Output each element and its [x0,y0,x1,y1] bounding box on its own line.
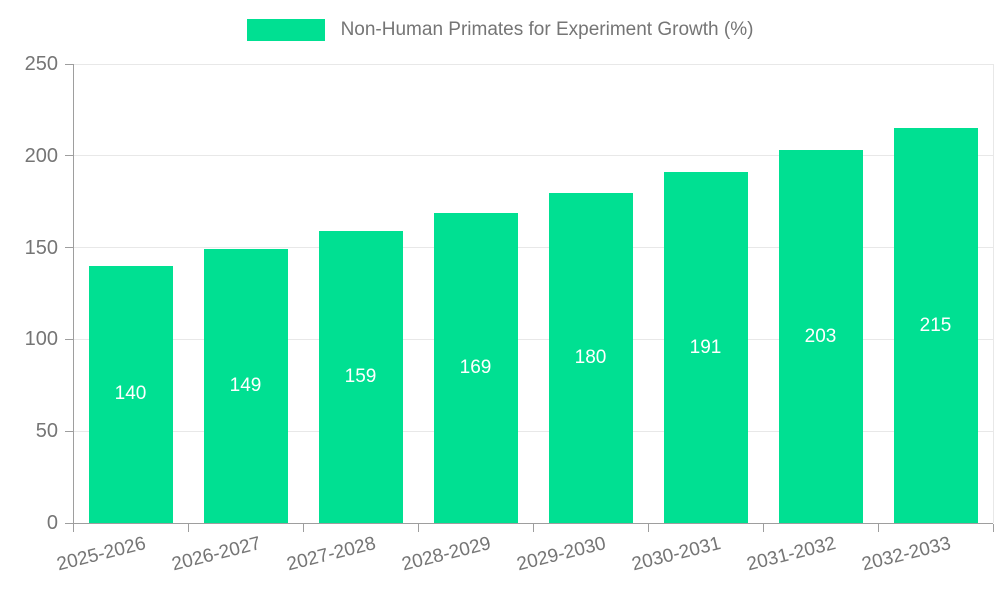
x-axis-label: 2027-2028 [284,533,378,576]
x-axis-label: 2028-2029 [399,533,493,576]
x-axis-tick [532,524,534,532]
x-axis-label: 2030-2031 [629,533,723,576]
x-axis-tick [992,524,994,532]
plot-right-border [993,64,994,523]
y-axis-tick [65,430,73,432]
bar-value-label: 215 [919,314,952,336]
bar-value-label: 169 [459,356,492,378]
bar-value-label: 203 [804,325,837,347]
x-axis-label: 2031-2032 [744,533,838,576]
y-gridline [73,338,993,340]
y-axis-label: 250 [24,53,58,75]
y-axis-tick [65,247,73,249]
bar [893,128,978,523]
x-axis-tick [187,524,189,532]
x-axis-tick [302,524,304,532]
y-axis-tick [65,338,73,340]
x-axis-line [65,523,993,524]
x-axis-label: 2025-2026 [54,533,148,576]
x-axis-tick [647,524,649,532]
y-gridline [73,430,993,432]
x-axis-tick [72,524,74,532]
x-axis-tick [762,524,764,532]
y-gridline [73,247,993,249]
chart-legend: Non-Human Primates for Experiment Growth… [0,19,1000,41]
y-axis-label: 100 [24,328,58,351]
y-axis-label: 150 [24,236,58,259]
y-axis-tick [65,63,73,65]
bar-value-label: 159 [344,366,377,388]
x-axis-label: 2029-2030 [514,533,608,576]
bar-value-label: 149 [229,375,262,397]
bar [88,265,173,523]
y-axis-label: 50 [35,420,58,443]
bar [778,150,863,523]
bar [203,249,288,523]
y-axis-label: 0 [46,512,58,534]
y-gridline [73,155,993,157]
bar [433,212,518,523]
y-gridline [73,63,993,65]
y-axis-line [73,64,74,531]
bar [548,192,633,523]
y-axis-tick [65,155,73,157]
y-axis-label: 200 [24,144,58,167]
bar-value-label: 191 [689,336,722,358]
x-axis-tick [417,524,419,532]
bar [318,231,403,523]
bar-value-label: 140 [114,383,147,405]
legend-swatch-icon[interactable] [246,19,325,41]
bar [663,172,748,523]
bar-value-label: 180 [574,346,607,368]
legend-label[interactable]: Non-Human Primates for Experiment Growth… [340,19,754,40]
x-axis-label: 2032-2033 [859,533,953,576]
x-axis-tick [877,524,879,532]
x-axis-label: 2026-2027 [169,533,263,576]
